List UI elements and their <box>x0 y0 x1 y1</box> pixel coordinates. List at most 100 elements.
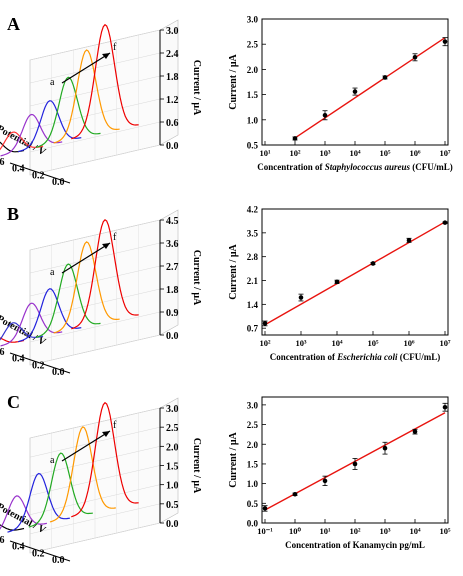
z-tick-label: 0.0 <box>166 519 179 530</box>
waterfall-curve <box>53 241 120 334</box>
fit-line <box>294 37 446 139</box>
data-point <box>412 429 418 434</box>
y-axis-label: Current / μA <box>228 53 239 109</box>
z-tick-label: 2.0 <box>166 442 179 453</box>
arrow-start-label: a <box>50 267 55 278</box>
calibration-chart: 0.7 1.4 2.1 2.8 3.5 4.2 10² 10³ 10⁴ 10⁵ 10⁶ 10⁷ Curr… <box>228 205 451 363</box>
plot-frame <box>261 208 449 336</box>
waterfall-curve <box>71 401 139 518</box>
waterfall-plot: 3.0 2.5 2.0 1.5 1.0 0.5 0.0 Current / μA 0.6 0.4 0… <box>0 397 202 566</box>
calibration-chart: 0.5 1.0 1.5 2.0 2.5 3.0 10¹ 10² 10³ 10⁴ 10⁵ 10⁶ 10⁷ C… <box>228 15 453 173</box>
data-point <box>352 461 358 467</box>
x-label-unit: (CFU/mL) <box>398 352 441 362</box>
x-tick-label: 10² <box>289 148 301 158</box>
data-point <box>370 261 376 266</box>
x-axis <box>9 162 71 184</box>
data-point <box>298 295 304 300</box>
data-point <box>442 404 448 410</box>
z-tick-label: 0.6 <box>166 118 179 129</box>
data-point <box>262 321 268 326</box>
trend-arrow <box>61 242 111 274</box>
z-axis-label: Current / μA <box>191 250 202 306</box>
x-axis-label: Concentration of Staphylococcus aureus (… <box>257 162 453 172</box>
x-label-prefix: Concentration of Kanamycin pg/mL <box>285 540 425 550</box>
x-axis-label: Concentration of Kanamycin pg/mL <box>285 540 425 550</box>
x-tick-label: 0.0 <box>52 367 65 378</box>
calibration-chart: 0.0 0.5 1.0 1.5 2.0 2.5 3.0 10⁻¹ 10⁰ 10¹ 10² 10³ 10⁴… <box>228 396 451 550</box>
data-point <box>442 220 448 225</box>
panel-letter: C <box>7 392 20 412</box>
x-tick-label: 0.6 <box>0 157 5 168</box>
y-tick-label: 3.0 <box>247 400 259 410</box>
waterfall-curve <box>18 100 82 153</box>
x-tick-label: 10⁶ <box>409 148 421 158</box>
waterfall-curve <box>0 141 25 153</box>
x-tick-label: 10³ <box>379 526 391 536</box>
waterfall-curve <box>0 302 63 347</box>
fit-line <box>264 221 446 326</box>
z-tick-label: 3.0 <box>166 26 179 37</box>
x-label-prefix: Concentration of <box>257 162 325 172</box>
data-point <box>334 279 340 285</box>
x-tick-label: 10⁵ <box>439 526 451 536</box>
z-tick-label: 2.7 <box>166 262 179 273</box>
arrow-end-label: f <box>113 420 117 431</box>
x-label-organism: Staphylococcus aureus <box>325 162 411 172</box>
y-tick-label: 2.0 <box>247 65 259 75</box>
x-tick-label: 10⁴ <box>349 148 361 158</box>
y-tick-label: 0.0 <box>247 519 259 529</box>
z-tick-label: 0.5 <box>166 500 179 511</box>
waterfall-curve <box>0 113 63 157</box>
y-axis-label: Current / μA <box>228 431 239 487</box>
z-tick-label: 0.0 <box>166 331 179 342</box>
x-tick-label: 0.4 <box>12 354 25 365</box>
z-tick-label: 2.4 <box>166 49 179 60</box>
data-point <box>262 506 268 511</box>
waterfall-curve <box>7 472 70 533</box>
y-tick-label: 1.4 <box>247 300 259 310</box>
arrow-start-label: a <box>50 455 55 466</box>
y-tick-label: 1.5 <box>247 90 259 100</box>
y-tick-label: 3.5 <box>247 228 259 238</box>
z-tick-label: 3.0 <box>166 404 179 415</box>
y-tick-label: 1.0 <box>247 115 259 125</box>
x-tick-label: 0.0 <box>52 177 65 188</box>
arrow-start-label: a <box>50 77 55 88</box>
x-tick-label: 10¹ <box>259 148 271 158</box>
y-tick-label: 2.5 <box>247 420 259 430</box>
y-tick-label: 4.2 <box>247 205 259 215</box>
x-tick-label: 10¹ <box>319 526 331 536</box>
panel-b: B 4.5 3.6 2.7 1.8 0.9 0.0 Current / μA 0.6 0.4 0.2… <box>0 204 451 378</box>
data-point <box>322 478 328 484</box>
x-label-prefix: Concentration of <box>270 352 338 362</box>
panel-c: C 3.0 2.5 2.0 1.5 1.0 0.5 0.0 Current / μA 0.6 0.4… <box>0 392 451 566</box>
arrow-head <box>102 53 110 59</box>
x-tick-label: 10⁴ <box>409 526 421 536</box>
data-point <box>292 491 298 497</box>
y-axis-label: Current / μA <box>228 243 239 299</box>
waterfall-curve <box>0 337 25 343</box>
x-tick-label: 10² <box>349 526 361 536</box>
x-label-organism: Escherichia coli <box>336 352 398 362</box>
x-tick-label: 10⁴ <box>331 338 343 348</box>
x-axis <box>9 352 71 374</box>
z-tick-label: 1.0 <box>166 481 179 492</box>
data-point <box>322 112 328 118</box>
panel-letter: B <box>7 204 19 224</box>
data-point <box>382 445 388 451</box>
z-tick-label: 1.2 <box>166 95 179 106</box>
z-axis-label: Current / μA <box>191 60 202 116</box>
x-tick-label: 10³ <box>319 148 331 158</box>
y-tick-label: 3.0 <box>247 15 259 25</box>
x-tick-label: 10⁵ <box>367 338 379 348</box>
x-tick-label: 0.0 <box>52 555 65 566</box>
z-tick-label: 4.5 <box>166 216 179 227</box>
x-tick-label: 10⁶ <box>403 338 415 348</box>
y-tick-label: 0.7 <box>247 324 259 334</box>
panel-a: A 3.0 2.4 1.8 1.2 0.6 0.0 Current / μA 0.6 0.4 0.2… <box>0 14 453 188</box>
data-point <box>442 39 448 44</box>
z-tick-label: 3.6 <box>166 239 179 250</box>
x-tick-label: 10² <box>259 338 271 348</box>
y-tick-label: 0.5 <box>247 141 259 151</box>
waterfall-curve <box>35 263 101 338</box>
